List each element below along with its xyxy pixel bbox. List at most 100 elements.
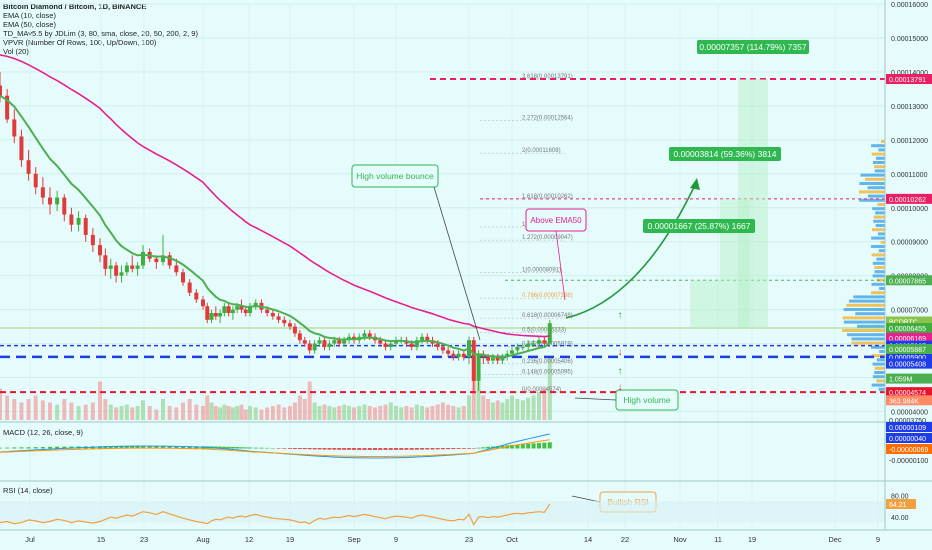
macd-hist-46 bbox=[270, 447, 275, 449]
price-tick-6: 0.00010000 bbox=[891, 206, 928, 213]
macd-hist-50 bbox=[292, 448, 297, 449]
volume-profile-bar-45 bbox=[842, 329, 885, 332]
macd-hist-64 bbox=[362, 448, 367, 450]
macd-hist-66 bbox=[373, 448, 377, 450]
volume-bar-21 bbox=[135, 406, 140, 420]
volume-bar-97 bbox=[531, 395, 536, 420]
indicator-volume[interactable]: Vol (20) bbox=[3, 47, 29, 56]
target-text-0: 0.00007357 (114.79%) 7357 bbox=[699, 42, 806, 52]
candle-body-45 bbox=[265, 309, 270, 314]
price-tick-0: 0.00016000 bbox=[891, 2, 928, 9]
candle-body-32 bbox=[205, 306, 210, 320]
candle-body-93 bbox=[510, 350, 514, 354]
x-tick-14: 19 bbox=[748, 535, 756, 544]
candle-body-53 bbox=[307, 343, 312, 351]
rsi-tick-0: 80.00 bbox=[891, 493, 909, 500]
macd-hist-88 bbox=[486, 446, 491, 449]
price-tick-12: 0.00004000 bbox=[891, 410, 928, 417]
rsi-band bbox=[0, 500, 885, 523]
macd-hist-37 bbox=[226, 446, 231, 449]
x-tick-15: Dec bbox=[828, 535, 842, 544]
x-tick-6: Sep bbox=[347, 535, 360, 544]
x-tick-3: Aug bbox=[196, 535, 209, 544]
indicator-td-ma[interactable]: TD_MAv5.5 by JDLim (3, 80, sma, close, 2… bbox=[3, 29, 198, 38]
candle-body-98 bbox=[537, 340, 541, 344]
candle-body-78 bbox=[435, 343, 440, 347]
macd-hist-55 bbox=[317, 448, 322, 450]
price-label-9: 0.00005408 bbox=[889, 362, 926, 369]
volume-profile-bar-31 bbox=[874, 270, 885, 274]
indicator-ema50[interactable]: EMA (50, close) bbox=[3, 20, 56, 29]
macd-label-bg-0 bbox=[886, 422, 932, 432]
annotation-box-bounce bbox=[351, 164, 439, 188]
volume-bar-61 bbox=[347, 406, 352, 420]
volume-bar-66 bbox=[373, 407, 377, 420]
volume-bar-24 bbox=[154, 409, 159, 420]
volume-bar-53 bbox=[307, 381, 312, 420]
volume-profile-bar-14 bbox=[859, 198, 885, 202]
volume-profile-bar-9 bbox=[865, 177, 885, 181]
volume-bar-23 bbox=[147, 406, 152, 420]
volume-bar-41 bbox=[243, 409, 248, 420]
volume-bar-28 bbox=[181, 402, 185, 420]
indicator-ema10[interactable]: EMA (10, close) bbox=[3, 11, 56, 20]
volume-bar-79 bbox=[440, 402, 445, 420]
macd-hist-24 bbox=[154, 445, 159, 449]
candle-body-2 bbox=[12, 119, 17, 137]
candle-body-30 bbox=[194, 292, 199, 300]
volume-profile-bar-19 bbox=[873, 219, 885, 223]
fib-label-2: 2(0.00011608) bbox=[522, 148, 561, 154]
price-tick-1: 0.00015000 bbox=[891, 36, 928, 43]
volume-profile-bar-44 bbox=[857, 324, 885, 328]
macd-hist-68 bbox=[383, 448, 388, 450]
macd-hist-67 bbox=[378, 448, 383, 450]
candle-body-13 bbox=[90, 234, 95, 246]
macd-legend[interactable]: MACD (12, 26, close, 9) bbox=[3, 428, 84, 437]
candle-body-3 bbox=[19, 136, 24, 161]
price-label-13: 0.00003750 bbox=[889, 418, 926, 425]
volume-bar-3 bbox=[19, 402, 24, 420]
macd-hist-28 bbox=[181, 446, 185, 449]
volume-profile-bar-23 bbox=[871, 236, 885, 240]
macd-hist-82 bbox=[456, 448, 461, 449]
candle-body-75 bbox=[420, 336, 425, 341]
volume-bar-92 bbox=[505, 399, 510, 420]
rsi-legend[interactable]: RSI (14, close) bbox=[3, 486, 53, 495]
macd-hist-87 bbox=[481, 447, 486, 449]
macd-label-bg-1 bbox=[886, 433, 932, 443]
volume-bar-25 bbox=[161, 399, 165, 420]
candle-body-48 bbox=[282, 319, 287, 324]
candle-body-99 bbox=[542, 340, 547, 344]
macd-hist-35 bbox=[218, 446, 223, 449]
candle-body-57 bbox=[327, 343, 332, 347]
macd-hist-51 bbox=[297, 448, 302, 450]
annotation-bounce-pointer bbox=[433, 186, 481, 341]
projection-arrow bbox=[565, 184, 696, 319]
price-label-0: 0.00013791 bbox=[889, 77, 926, 84]
volume-bar-57 bbox=[327, 406, 332, 420]
volume-bar-71 bbox=[399, 407, 404, 420]
price-label-bg-11 bbox=[886, 387, 932, 398]
volume-bar-48 bbox=[282, 407, 287, 420]
volume-bar-50 bbox=[292, 402, 297, 420]
volume-bar-14 bbox=[98, 381, 102, 420]
macd-hist-77 bbox=[430, 448, 435, 450]
candle-body-14 bbox=[98, 245, 102, 256]
candle-body-43 bbox=[253, 302, 258, 307]
macd-hist-39 bbox=[235, 447, 240, 449]
candle-body-81 bbox=[451, 353, 456, 358]
rsi-line bbox=[0, 503, 551, 526]
volume-bar-65 bbox=[367, 406, 372, 420]
volume-bar-34 bbox=[213, 406, 218, 420]
annotation-ema50: Above EMA50 bbox=[530, 216, 582, 225]
volume-profile-bar-32 bbox=[872, 274, 885, 278]
volume-bar-95 bbox=[520, 400, 525, 420]
candle-body-11 bbox=[76, 217, 81, 225]
candle-body-51 bbox=[297, 333, 302, 341]
indicator-vpvr[interactable]: VPVR (Number Of Rows, 100, Up/Down, 100) bbox=[3, 38, 157, 47]
candle-body-95 bbox=[520, 346, 525, 348]
arrow-down-1: ↓ bbox=[618, 347, 623, 358]
macd-hist-63 bbox=[357, 448, 362, 450]
volume-bar-32 bbox=[205, 395, 210, 420]
